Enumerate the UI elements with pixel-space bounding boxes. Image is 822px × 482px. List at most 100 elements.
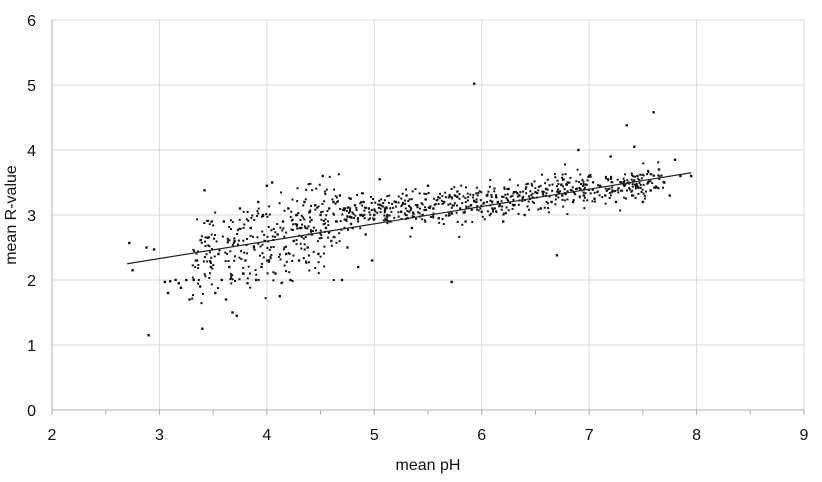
data-point — [297, 259, 301, 262]
data-point — [449, 202, 452, 205]
data-point — [238, 218, 241, 221]
data-point — [208, 276, 211, 279]
data-point — [415, 217, 418, 220]
data-point — [359, 227, 362, 230]
data-point — [363, 213, 366, 216]
data-point — [632, 175, 635, 178]
data-point — [373, 213, 376, 217]
data-point — [192, 278, 196, 282]
data-point — [503, 186, 506, 189]
data-point — [279, 226, 282, 229]
data-point — [262, 256, 265, 259]
data-point — [349, 207, 352, 210]
data-point — [207, 244, 210, 247]
data-point — [423, 219, 426, 222]
data-point — [512, 192, 515, 195]
data-point — [287, 207, 290, 210]
data-point — [411, 215, 414, 218]
data-point — [461, 202, 464, 205]
data-point — [246, 252, 249, 255]
data-point — [249, 234, 252, 237]
data-point — [493, 187, 496, 190]
data-point — [429, 205, 432, 208]
x-tick-label: 9 — [800, 427, 809, 444]
data-point — [257, 212, 260, 215]
data-point — [261, 230, 264, 233]
data-point — [643, 194, 646, 197]
data-point — [296, 187, 299, 190]
data-point — [244, 259, 247, 262]
data-point — [493, 207, 496, 210]
data-point — [408, 204, 411, 207]
data-point — [370, 202, 373, 205]
data-point — [242, 210, 245, 213]
data-point — [327, 207, 331, 210]
data-point — [261, 262, 264, 265]
data-point — [546, 188, 549, 191]
data-point — [203, 189, 206, 192]
data-point — [522, 195, 525, 198]
data-point — [635, 182, 638, 185]
data-point — [330, 244, 333, 247]
data-point — [194, 266, 197, 269]
data-point — [657, 161, 660, 164]
data-point — [465, 205, 468, 208]
data-point — [624, 183, 627, 186]
data-point — [476, 194, 479, 197]
data-point — [617, 187, 620, 190]
data-point — [489, 179, 492, 182]
data-point — [299, 218, 302, 221]
data-point — [451, 204, 454, 207]
data-point — [654, 185, 657, 188]
data-point — [208, 272, 211, 275]
data-point — [323, 190, 326, 193]
y-tick-label: 0 — [27, 403, 36, 420]
data-point — [301, 223, 304, 226]
data-point — [290, 210, 293, 213]
data-point — [642, 192, 645, 195]
data-point — [351, 226, 354, 230]
data-point — [639, 173, 642, 176]
data-point — [233, 237, 236, 240]
data-point — [560, 184, 563, 187]
data-point — [485, 194, 489, 197]
data-point — [235, 233, 238, 236]
data-point — [360, 192, 363, 195]
data-point — [498, 205, 501, 208]
data-point — [641, 188, 644, 191]
data-point — [547, 207, 550, 210]
data-point — [212, 264, 215, 267]
data-point — [302, 216, 305, 219]
data-point — [360, 213, 363, 217]
data-point — [424, 220, 427, 223]
data-point — [314, 208, 317, 211]
data-point — [480, 204, 483, 207]
data-point — [191, 264, 194, 267]
data-point — [584, 186, 587, 189]
data-point — [229, 272, 232, 275]
data-point — [450, 280, 453, 284]
data-point — [435, 199, 438, 202]
data-point — [280, 191, 283, 194]
data-point — [336, 200, 339, 203]
data-point — [388, 194, 391, 197]
data-point — [495, 210, 498, 213]
data-point — [380, 198, 383, 201]
data-point — [291, 259, 294, 262]
data-point — [425, 193, 428, 196]
data-point — [426, 184, 430, 187]
data-point — [253, 218, 256, 221]
data-point — [302, 204, 305, 207]
data-point — [384, 217, 387, 220]
data-point — [475, 200, 478, 204]
data-point — [205, 253, 208, 256]
data-point — [304, 260, 307, 263]
data-point — [197, 278, 200, 281]
data-point — [463, 210, 466, 213]
data-point — [663, 181, 666, 184]
data-point — [362, 214, 365, 217]
data-point — [331, 198, 334, 201]
data-point — [403, 212, 406, 215]
data-point — [631, 189, 634, 192]
data-point — [525, 186, 528, 189]
